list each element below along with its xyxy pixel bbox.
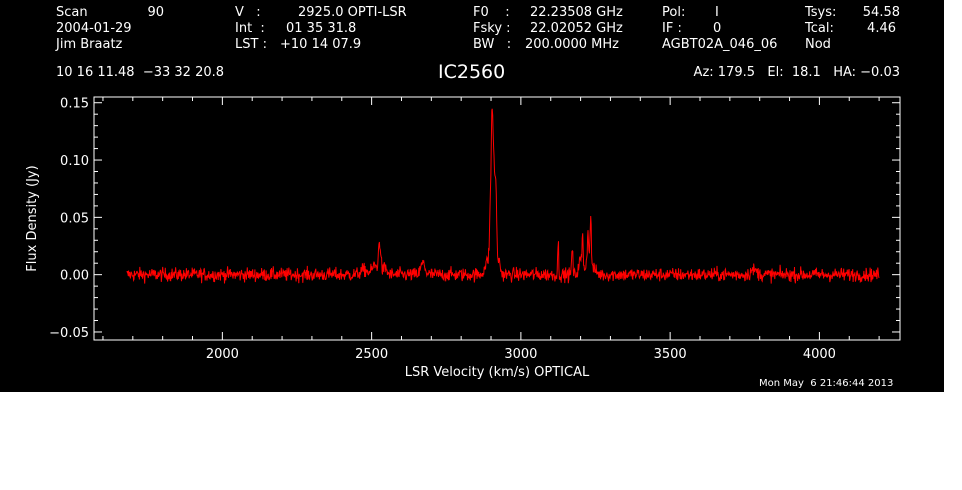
observer-name: Jim Braatz	[56, 37, 123, 52]
plot-panel: Scan 90 2004-01-29 Jim Braatz V : 2925.0…	[0, 0, 944, 392]
plot-frame	[93, 96, 901, 341]
spectrum-chart: 2000 2500 3000 3500 4000 −0.05 0.00 0.05 0.10 0.1…	[25, 96, 901, 380]
rest-frequency-value: 22.23508 GHz	[530, 5, 623, 20]
x-tick-label: 2000	[206, 347, 239, 362]
y-tick-label: 0.00	[60, 269, 89, 284]
sky-frequency-value: 22.02052 GHz	[530, 21, 623, 36]
x-tick-label: 3000	[504, 347, 537, 362]
integration-label: Int :	[235, 21, 265, 36]
velocity-value: 2925.0 OPTI-LSR	[298, 5, 407, 20]
scan-value: 90	[147, 5, 164, 20]
project-id: AGBT02A_046_06	[662, 37, 778, 52]
tcal-label: Tcal:	[805, 21, 834, 36]
source-name: IC2560	[438, 61, 506, 83]
plot-timestamp: Mon May 6 21:46:44 2013	[759, 378, 894, 389]
y-tick-label: 0.05	[60, 211, 89, 226]
if-label: IF :	[662, 21, 682, 36]
tsys-label: Tsys:	[805, 5, 837, 20]
source-coordinates: 10 16 11.48 −33 32 20.8	[56, 65, 225, 80]
x-tick-label: 3500	[654, 347, 687, 362]
x-tick-label: 4000	[803, 347, 836, 362]
bandwidth-label: BW :	[473, 37, 512, 52]
az-el-ha: Az: 179.5 El: 18.1 HA: −0.03	[693, 65, 900, 80]
bandwidth-value: 200.0000 MHz	[525, 37, 619, 52]
polarization-value: I	[715, 5, 719, 20]
lst-value: +10 14 07.9	[280, 37, 362, 52]
if-value: 0	[713, 21, 722, 36]
y-tick-label: 0.10	[60, 154, 89, 169]
integration-value: 01 35 31.8	[286, 21, 357, 36]
tcal-value: 4.46	[867, 21, 896, 36]
x-axis-label: LSR Velocity (km/s) OPTICAL	[405, 365, 590, 380]
lst-label: LST :	[235, 37, 267, 52]
scan-label: Scan	[56, 5, 88, 20]
observing-mode: Nod	[805, 37, 831, 52]
x-tick-label: 2500	[355, 347, 388, 362]
polarization-label: Pol:	[662, 5, 686, 20]
rest-frequency-label: F0 :	[473, 5, 510, 20]
y-axis-label: Flux Density (Jy)	[25, 165, 40, 271]
tsys-value: 54.58	[862, 5, 900, 20]
y-tick-label: 0.15	[60, 97, 89, 112]
velocity-label: V :	[235, 5, 261, 20]
sky-frequency-label: Fsky :	[473, 21, 511, 36]
y-tick-label: −0.05	[49, 326, 89, 341]
observation-date: 2004-01-29	[56, 21, 132, 36]
spectrum-line	[126, 108, 880, 284]
